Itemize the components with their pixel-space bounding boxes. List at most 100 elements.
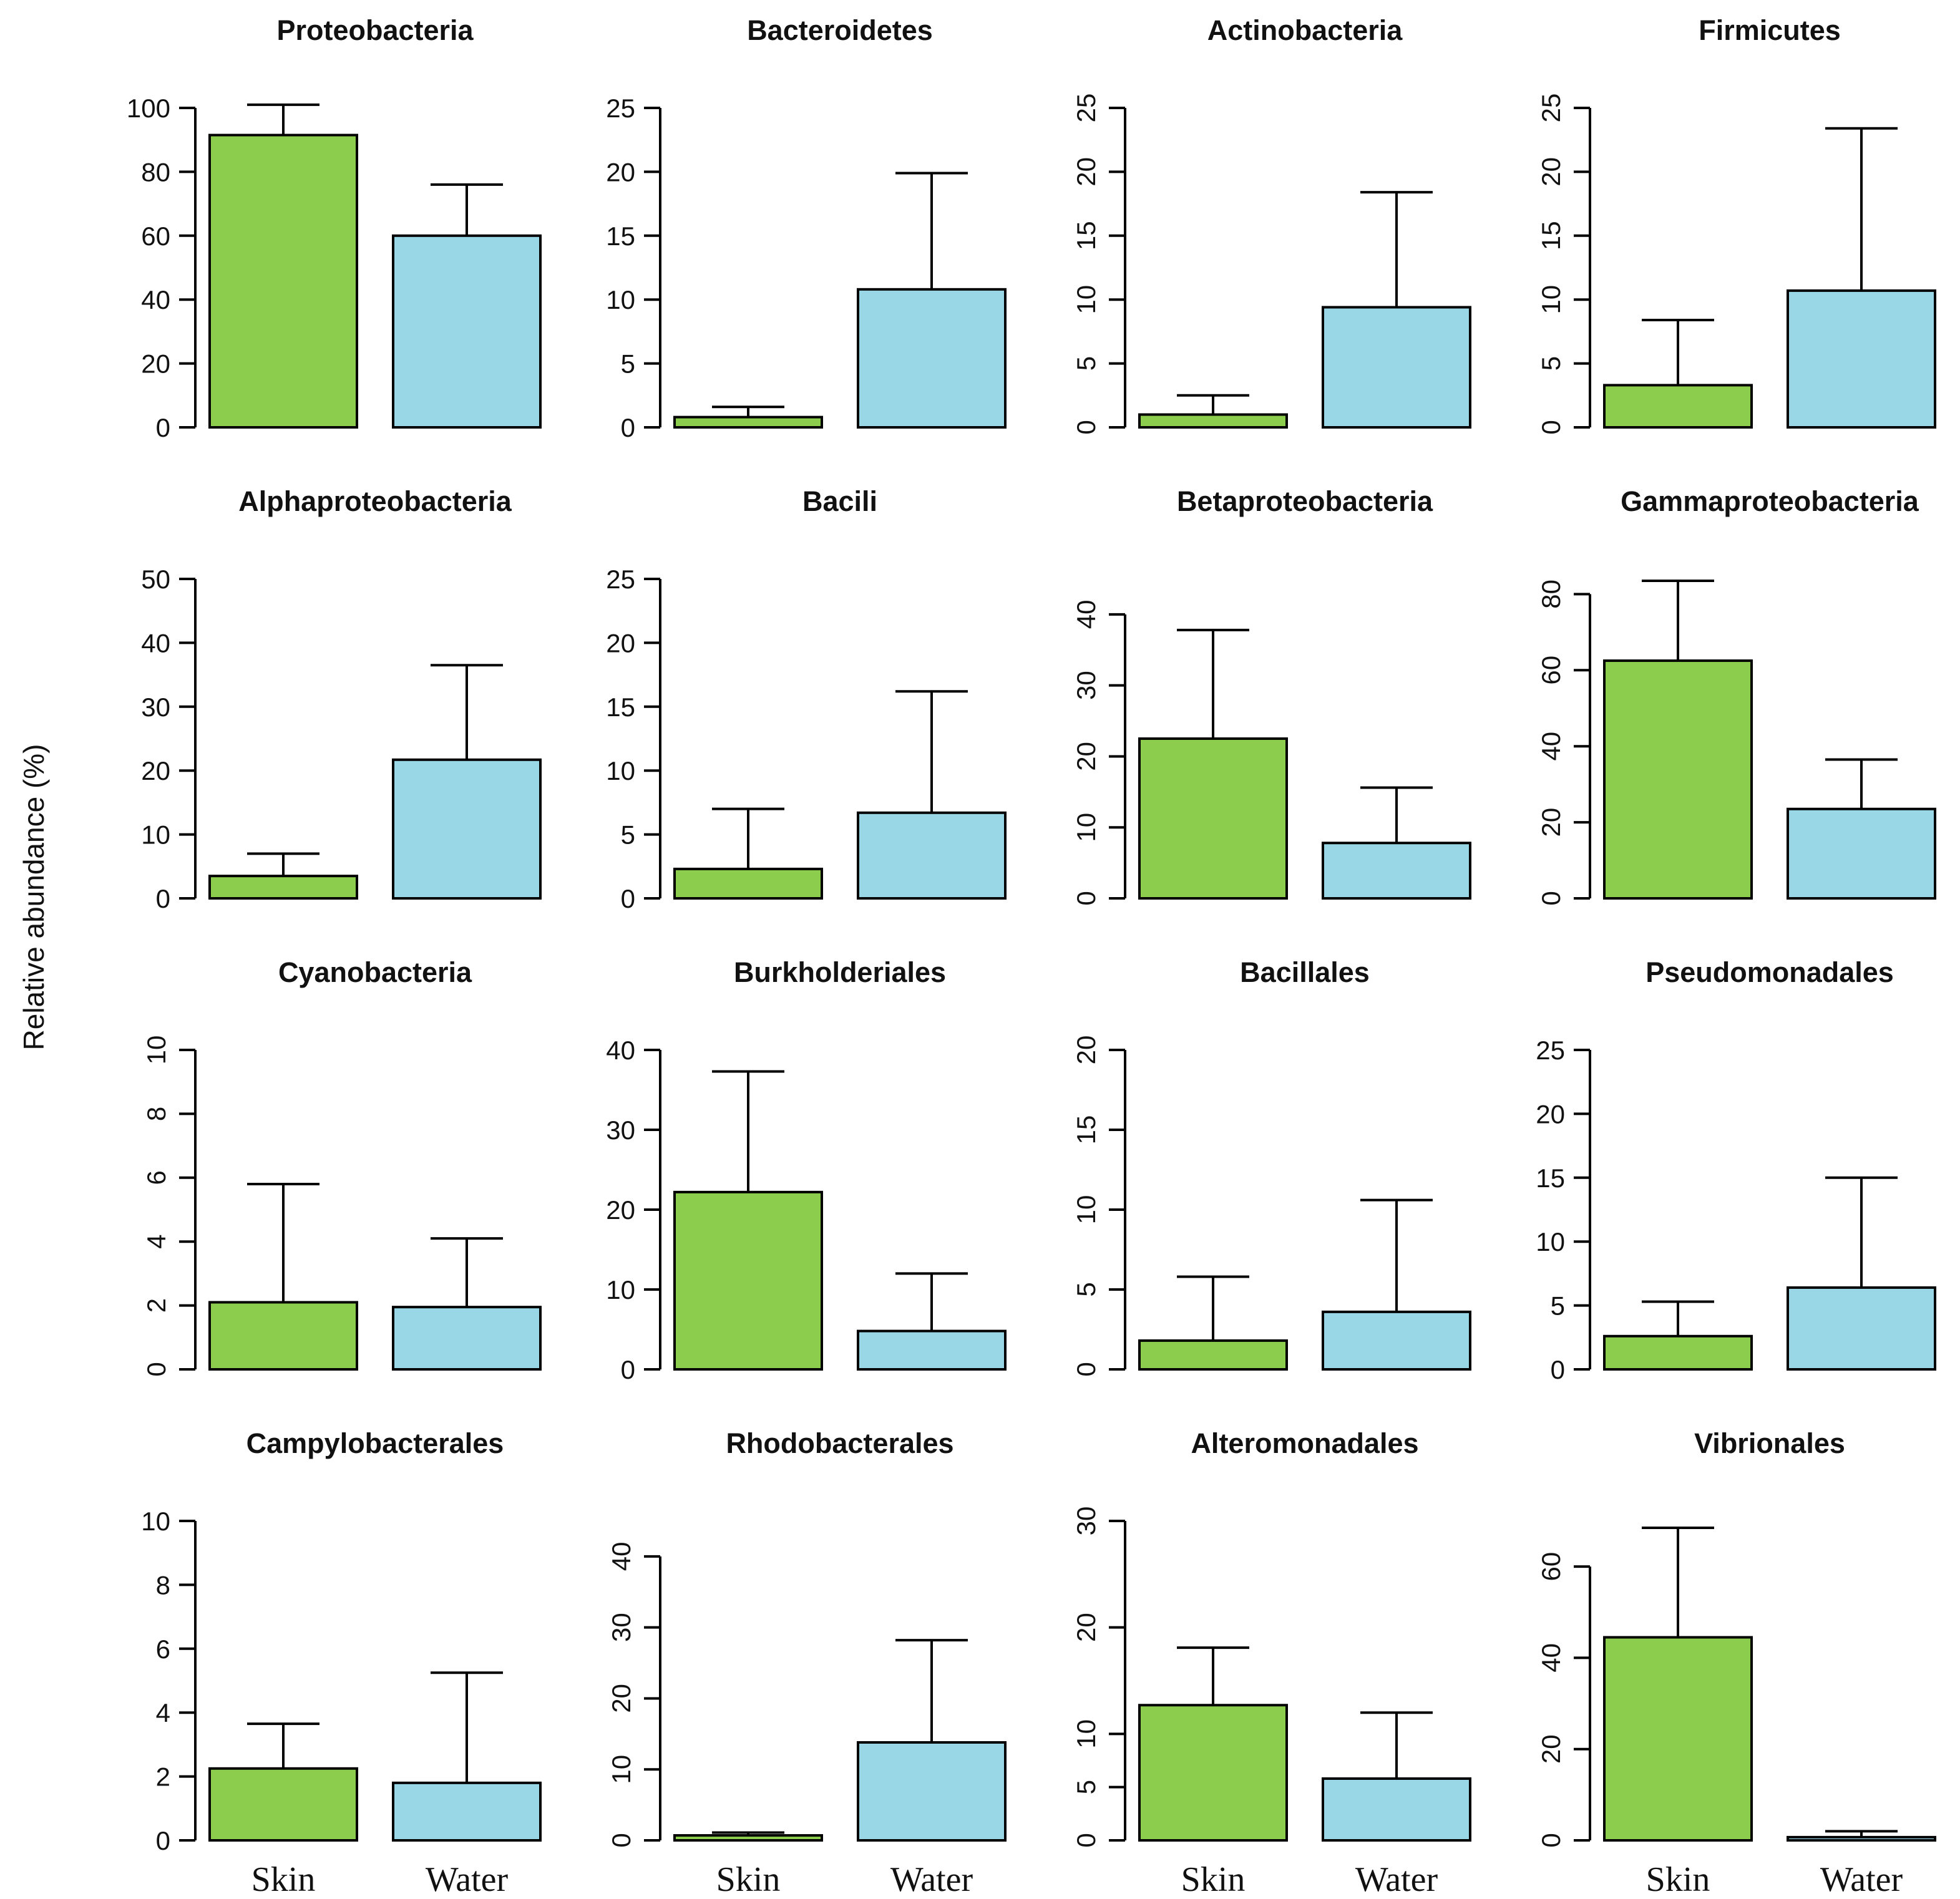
y-tick-label: 20 xyxy=(141,756,170,785)
y-tick-label: 2 xyxy=(156,1762,170,1792)
y-tick-label: 10 xyxy=(606,756,635,785)
x-tick-label-skin: Skin xyxy=(716,1860,781,1899)
y-tick-label: 4 xyxy=(156,1698,170,1727)
y-tick-label: 30 xyxy=(1071,671,1101,700)
bar-skin xyxy=(1138,1339,1288,1371)
y-tick-label: 30 xyxy=(141,692,170,722)
y-tick-label: 5 xyxy=(621,820,635,850)
panel-title: Firmicutes xyxy=(1699,14,1841,46)
bar-skin xyxy=(208,134,358,429)
y-tick-label: 0 xyxy=(156,884,170,913)
y-tick-label: 5 xyxy=(1551,1291,1565,1321)
y-tick-label: 20 xyxy=(141,349,170,379)
y-tick-label: 6 xyxy=(142,1170,171,1185)
y-tick-label: 40 xyxy=(1071,600,1101,629)
x-tick-label-skin: Skin xyxy=(251,1860,316,1899)
y-tick-label: 80 xyxy=(1536,580,1566,609)
bar-skin xyxy=(1603,384,1753,429)
x-tick-label-water: Water xyxy=(890,1860,973,1899)
panel-title: Burkholderiales xyxy=(734,956,946,988)
bar-water xyxy=(392,1306,542,1371)
bar-skin xyxy=(208,1301,358,1371)
y-tick-label: 20 xyxy=(1071,157,1101,187)
panel-title: Betaproteobacteria xyxy=(1177,485,1433,517)
y-tick-label: 0 xyxy=(1071,1833,1101,1847)
y-tick-label: 0 xyxy=(1071,420,1101,434)
y-tick-label: 20 xyxy=(1536,1734,1566,1764)
y-tick-label: 40 xyxy=(606,1036,635,1065)
bar-water xyxy=(392,758,542,900)
y-tick-label: 5 xyxy=(1071,1282,1101,1296)
panel-title: Rhodobacterales xyxy=(726,1427,953,1459)
y-tick-label: 0 xyxy=(1071,891,1101,905)
bar-skin xyxy=(1138,737,1288,900)
bar-water xyxy=(392,234,542,429)
y-tick-label: 30 xyxy=(607,1613,636,1642)
panel-title: Alphaproteobacteria xyxy=(238,485,512,517)
y-tick-label: 4 xyxy=(142,1235,171,1249)
bar-water xyxy=(857,811,1007,900)
panel-title: Vibrionales xyxy=(1694,1427,1845,1459)
y-tick-label: 10 xyxy=(1071,285,1101,314)
y-tick-label: 60 xyxy=(1536,656,1566,685)
y-tick-label: 25 xyxy=(606,94,635,123)
bar-skin xyxy=(673,1190,823,1371)
panel-title: Actinobacteria xyxy=(1207,14,1403,46)
y-tick-label: 40 xyxy=(1536,1643,1566,1673)
y-tick-label: 8 xyxy=(142,1107,171,1121)
y-tick-label: 0 xyxy=(1071,1362,1101,1376)
x-tick-label-water: Water xyxy=(426,1860,509,1899)
y-tick-label: 15 xyxy=(606,221,635,251)
y-tick-label: 10 xyxy=(1071,1195,1101,1225)
y-tick-label: 15 xyxy=(1071,221,1101,250)
y-axis-label: Relative abundance (%) xyxy=(17,744,50,1051)
y-tick-label: 6 xyxy=(156,1634,170,1664)
y-tick-label: 20 xyxy=(1071,742,1101,771)
bar-water xyxy=(857,288,1007,429)
bar-water xyxy=(1787,1286,1936,1371)
y-tick-label: 10 xyxy=(606,285,635,314)
x-tick-label-skin: Skin xyxy=(1646,1860,1710,1899)
y-tick-label: 5 xyxy=(621,349,635,379)
bar-water xyxy=(1787,1835,1936,1842)
bar-water xyxy=(1322,842,1471,900)
bar-skin xyxy=(1138,413,1288,429)
y-tick-label: 0 xyxy=(621,413,635,442)
y-tick-label: 25 xyxy=(1536,94,1566,123)
y-tick-label: 10 xyxy=(606,1275,635,1304)
y-tick-label: 20 xyxy=(1536,1099,1565,1129)
y-tick-label: 10 xyxy=(1071,1719,1101,1749)
panel-title: Bacteroidetes xyxy=(747,14,933,46)
y-tick-label: 0 xyxy=(607,1833,636,1847)
y-tick-label: 10 xyxy=(142,1036,171,1065)
x-tick-label-water: Water xyxy=(1820,1860,1903,1899)
bar-skin xyxy=(1138,1704,1288,1842)
panel-title: Pseudomonadales xyxy=(1646,956,1894,988)
panel-title: Cyanobacteria xyxy=(278,956,472,988)
bar-skin xyxy=(208,875,358,900)
y-tick-label: 30 xyxy=(1071,1507,1101,1536)
y-tick-label: 100 xyxy=(127,94,170,123)
panel-title: Bacillales xyxy=(1240,956,1370,988)
bar-skin xyxy=(1603,659,1753,900)
y-tick-label: 10 xyxy=(1071,813,1101,842)
y-tick-label: 5 xyxy=(1071,1780,1101,1794)
y-tick-label: 2 xyxy=(142,1298,171,1313)
y-tick-label: 20 xyxy=(1536,808,1566,837)
y-tick-label: 25 xyxy=(1071,94,1101,123)
y-tick-label: 40 xyxy=(1536,732,1566,761)
y-tick-label: 80 xyxy=(141,157,170,187)
bar-skin xyxy=(673,867,823,900)
y-tick-label: 20 xyxy=(1536,157,1566,187)
y-tick-label: 0 xyxy=(1536,891,1566,905)
y-tick-label: 0 xyxy=(621,884,635,913)
panel-title: Bacili xyxy=(802,485,877,517)
bar-water xyxy=(857,1329,1007,1371)
y-tick-label: 30 xyxy=(606,1115,635,1145)
y-tick-label: 40 xyxy=(141,285,170,314)
y-tick-label: 20 xyxy=(1071,1613,1101,1642)
y-tick-label: 40 xyxy=(607,1542,636,1571)
y-tick-label: 25 xyxy=(606,565,635,594)
y-tick-label: 60 xyxy=(141,221,170,251)
